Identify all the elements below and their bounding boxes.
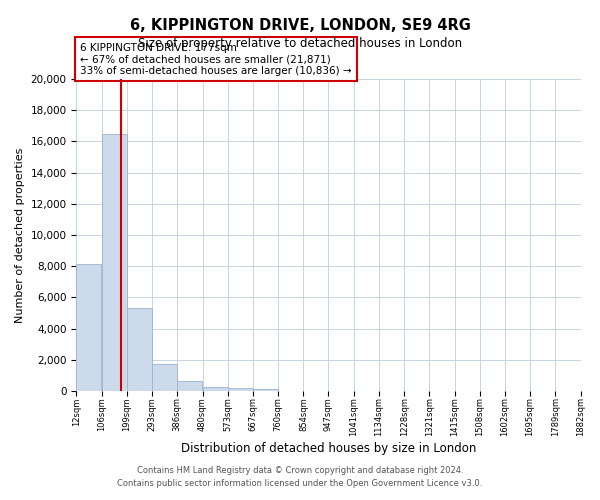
Bar [76, 264, 101, 391]
Text: Contains HM Land Registry data © Crown copyright and database right 2024.
Contai: Contains HM Land Registry data © Crown c… [118, 466, 482, 487]
Bar [152, 364, 177, 391]
Text: 6, KIPPINGTON DRIVE, LONDON, SE9 4RG: 6, KIPPINGTON DRIVE, LONDON, SE9 4RG [130, 18, 470, 32]
Bar [127, 308, 152, 391]
X-axis label: Distribution of detached houses by size in London: Distribution of detached houses by size … [181, 442, 476, 455]
Text: Size of property relative to detached houses in London: Size of property relative to detached ho… [138, 38, 462, 51]
Bar [177, 382, 202, 391]
Bar [253, 389, 278, 391]
Y-axis label: Number of detached properties: Number of detached properties [15, 148, 25, 322]
Bar [102, 134, 127, 391]
Bar [227, 388, 253, 391]
Text: 6 KIPPINGTON DRIVE: 177sqm
← 67% of detached houses are smaller (21,871)
33% of : 6 KIPPINGTON DRIVE: 177sqm ← 67% of deta… [80, 42, 352, 76]
Bar [203, 386, 227, 391]
